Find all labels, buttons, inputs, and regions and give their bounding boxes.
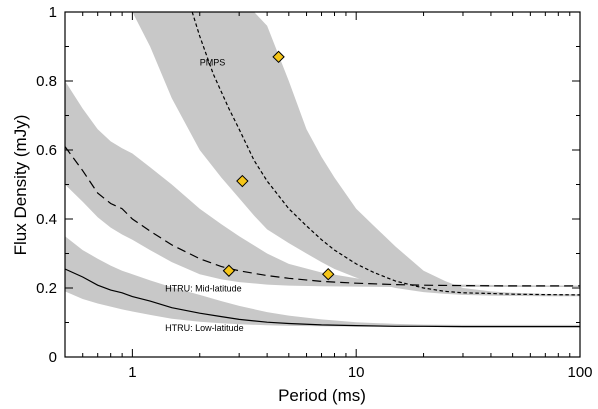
band-1 <box>65 81 580 287</box>
curve-annotations: PMPS HTRU: Mid-latitude HTRU: Low-latitude <box>165 58 244 334</box>
band-0 <box>65 236 580 328</box>
series-line-2 <box>191 12 580 296</box>
x-axis-label: Period (ms) <box>278 386 366 405</box>
data-markers <box>222 50 335 281</box>
x-tick-label: 100 <box>567 364 592 381</box>
marker-3 <box>322 267 335 281</box>
annotation-0: PMPS <box>200 58 226 68</box>
y-tick-label: 0.4 <box>36 211 57 228</box>
x-tick-label: 10 <box>348 364 365 381</box>
annotation-1: HTRU: Mid-latitude <box>165 283 242 293</box>
uncertainty-bands <box>65 12 580 328</box>
y-axis-label: Flux Density (mJy) <box>11 115 30 256</box>
series-line-0 <box>65 268 580 328</box>
marker-0 <box>272 50 285 64</box>
y-axis-ticks: 0 0.2 0.4 0.6 0.8 1 <box>36 4 580 366</box>
y-tick-label: 0.2 <box>36 280 57 297</box>
annotation-2: HTRU: Low-latitude <box>165 323 244 333</box>
marker-1 <box>236 174 249 188</box>
y-tick-label: 0.8 <box>36 73 57 90</box>
y-tick-label: 0.6 <box>36 142 57 159</box>
band-2 <box>132 12 580 297</box>
y-tick-label: 1 <box>49 4 57 21</box>
y-tick-label: 0 <box>49 349 57 366</box>
marker-2 <box>222 264 236 277</box>
x-axis-ticks: 1 10 100 <box>64 12 593 381</box>
x-tick-label: 1 <box>128 364 136 381</box>
